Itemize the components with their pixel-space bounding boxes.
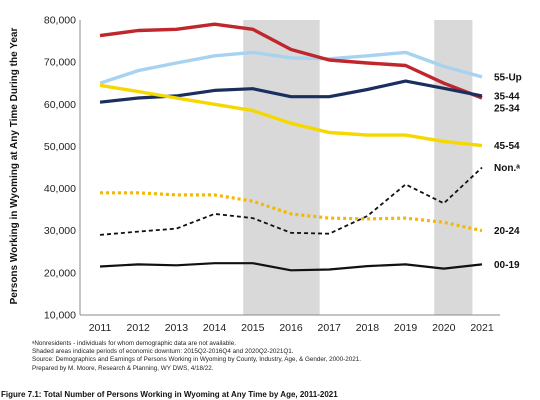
series-label-00-19: 00-19 bbox=[494, 260, 520, 271]
y-tick-label: 60,000 bbox=[44, 99, 76, 111]
series-label-55-up: 55-Up bbox=[494, 72, 522, 83]
note-shaded-areas: Shaded areas indicate periods of economi… bbox=[32, 348, 294, 356]
x-tick-label: 2018 bbox=[356, 322, 380, 334]
y-tick-label: 10,000 bbox=[44, 310, 76, 322]
x-tick-label: 2019 bbox=[394, 322, 418, 334]
series-line-55-up bbox=[99, 50, 483, 85]
series-line-25-34 bbox=[99, 22, 483, 100]
y-axis-title: Persons Working in Wyoming at Any Time D… bbox=[9, 28, 20, 305]
series-lines bbox=[99, 22, 483, 272]
x-tick-label: 2016 bbox=[279, 322, 303, 334]
y-tick-label: 50,000 bbox=[44, 141, 76, 153]
series-label-20-24: 20-24 bbox=[494, 226, 520, 237]
note-source: Source: Demographics and Earnings of Per… bbox=[32, 356, 361, 364]
x-tick-label: 2013 bbox=[165, 322, 189, 334]
x-tick-label: 2011 bbox=[89, 322, 112, 334]
y-tick-label: 20,000 bbox=[44, 267, 76, 279]
y-tick-label: 40,000 bbox=[44, 183, 76, 195]
series-label-non: Non.ᵃ bbox=[494, 163, 520, 174]
series-label-25-34: 25-34 bbox=[494, 103, 520, 114]
series-label-45-54: 45-54 bbox=[494, 141, 520, 152]
y-tick-label: 70,000 bbox=[44, 57, 76, 69]
note-prepared-by: Prepared by M. Moore, Research & Plannin… bbox=[32, 364, 214, 372]
x-tick-label: 2020 bbox=[432, 322, 456, 334]
axes: 10,000 20,000 30,000 40,000 50,000 60,000 70,0… bbox=[44, 15, 500, 334]
line-chart: 10,000 20,000 30,000 40,000 50,000 60,000 70,0… bbox=[9, 15, 522, 335]
series-line-45-54 bbox=[99, 83, 483, 148]
series-line-00-19 bbox=[99, 262, 483, 272]
series-line-non bbox=[99, 166, 483, 236]
figure-caption: Figure 7.1: Total Number of Persons Work… bbox=[1, 390, 338, 399]
y-tick-label: 80,000 bbox=[44, 15, 76, 27]
note-nonresidents: ᵃNonresidents - individuals for whom dem… bbox=[32, 340, 236, 347]
x-tick-label: 2012 bbox=[127, 322, 151, 334]
x-tick-label: 2017 bbox=[318, 322, 342, 334]
downturn-shading bbox=[243, 20, 473, 315]
x-tick-label: 2021 bbox=[470, 322, 494, 334]
x-tick-label: 2014 bbox=[203, 322, 227, 334]
series-label-35-44: 35-44 bbox=[494, 91, 520, 102]
x-tick-label: 2015 bbox=[241, 322, 265, 334]
y-tick-label: 30,000 bbox=[44, 225, 76, 237]
chart-notes: ᵃNonresidents - individuals for whom dem… bbox=[32, 340, 537, 373]
shaded-period-1 bbox=[243, 20, 320, 315]
series-line-20-24 bbox=[100, 191, 483, 233]
